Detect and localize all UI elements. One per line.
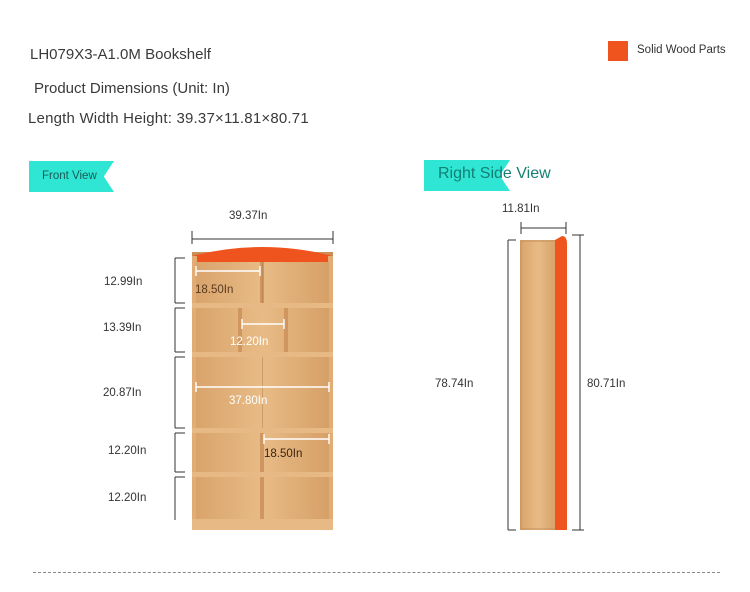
page-title: LH079X3-A1.0M Bookshelf (30, 46, 211, 63)
front-height-dimensions (174, 257, 185, 520)
side-total-height-label: 80.71In (587, 378, 626, 390)
legend-label: Solid Wood Parts (637, 44, 726, 56)
inner-low-width-label: 18.50In (264, 448, 303, 460)
front-width-label: 39.37In (229, 210, 268, 222)
shelf5-height-label: 12.20In (108, 492, 147, 504)
inner-top-width-label: 18.50In (195, 284, 234, 296)
shelf2-height-label: 13.39In (103, 322, 142, 334)
right-view-tag (424, 160, 510, 191)
side-height-dimensions (507, 234, 584, 531)
shelf3-height-label: 20.87In (103, 387, 142, 399)
overall-dimensions: Length Width Height: 39.37×11.81×80.71 (28, 110, 309, 127)
side-inner-height-label: 78.74In (435, 378, 474, 390)
bottom-divider (33, 572, 720, 573)
right-view-label: Right Side View (438, 165, 551, 182)
front-bookshelf (192, 247, 333, 530)
inner-mid-width-label: 12.20In (230, 336, 269, 348)
side-depth-label: 11.81In (502, 203, 540, 215)
solid-wood-swatch (608, 41, 628, 61)
front-width-dimension (191, 231, 334, 244)
front-view-label: Front View (42, 170, 97, 182)
shelf1-height-label: 12.99In (104, 276, 143, 288)
dimensions-heading: Product Dimensions (Unit: In) (34, 80, 230, 97)
inner-wide-width-label: 37.80In (229, 395, 268, 407)
shelf4-height-label: 12.20In (108, 445, 147, 457)
front-inner-measures (195, 266, 330, 444)
front-view-tag: Front View (29, 161, 114, 192)
side-bookshelf (520, 236, 567, 530)
side-depth-dimension (520, 222, 567, 234)
